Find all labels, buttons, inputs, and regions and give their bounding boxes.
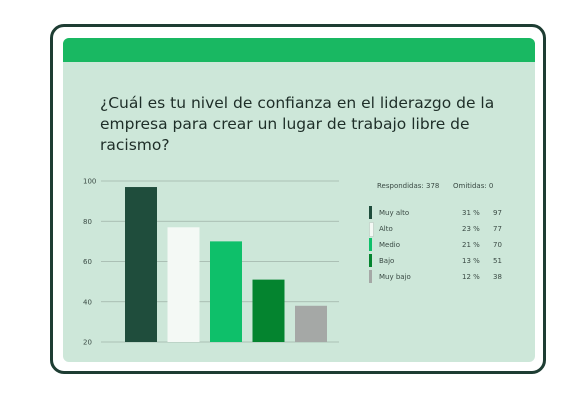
legend-swatch [369,254,372,267]
legend-count: 97 [493,209,502,217]
bar-muy-alto[interactable] [125,187,157,342]
legend-item: Muy bajo 12 % 38 [369,270,535,284]
legend-swatch [369,270,372,283]
legend-label: Muy alto [379,209,410,217]
bar-medio[interactable] [210,241,242,342]
legend-swatch [369,206,372,219]
skipped-count: Omitidas: 0 [453,182,494,190]
answered-count: Respondidas: 378 [377,182,440,190]
question-title: ¿Cuál es tu nivel de confianza en el lid… [100,94,495,154]
bar-chart: 100 80 60 40 20 [83,178,339,347]
legend-percentage: 12 % [462,273,480,281]
legend-label: Muy bajo [379,273,411,281]
y-tick-label: 80 [83,218,92,226]
legend-label: Medio [379,241,401,249]
survey-panel: ¿Cuál es tu nivel de confianza en el lid… [63,38,535,362]
panel-header-bar [63,38,535,62]
legend-item: Medio 21 % 70 [369,238,535,252]
bar-bajo[interactable] [252,279,285,342]
legend-count: 70 [493,241,502,249]
legend-percentage: 21 % [462,241,480,249]
legend-count: 38 [493,273,502,281]
legend-label: Alto [379,225,393,233]
y-tick-label: 100 [83,178,96,186]
legend-item: Bajo 13 % 51 [369,254,535,268]
legend-item: Alto 23 % 77 [369,222,535,237]
bar-muy-bajo[interactable] [295,305,327,342]
y-tick-label: 60 [83,258,92,266]
legend-percentage: 13 % [462,257,480,265]
legend-percentage: 23 % [462,225,480,233]
legend-count: 77 [493,225,502,233]
legend-item: Muy alto 31 % 97 [369,206,535,220]
y-tick-label: 40 [83,298,92,306]
legend-percentage: 31 % [462,209,480,217]
y-tick-label: 20 [83,339,92,347]
legend-swatch [369,238,372,251]
legend-label: Bajo [379,257,395,265]
bar-alto[interactable] [167,227,200,342]
legend-count: 51 [493,257,502,265]
legend-swatch [369,222,374,237]
